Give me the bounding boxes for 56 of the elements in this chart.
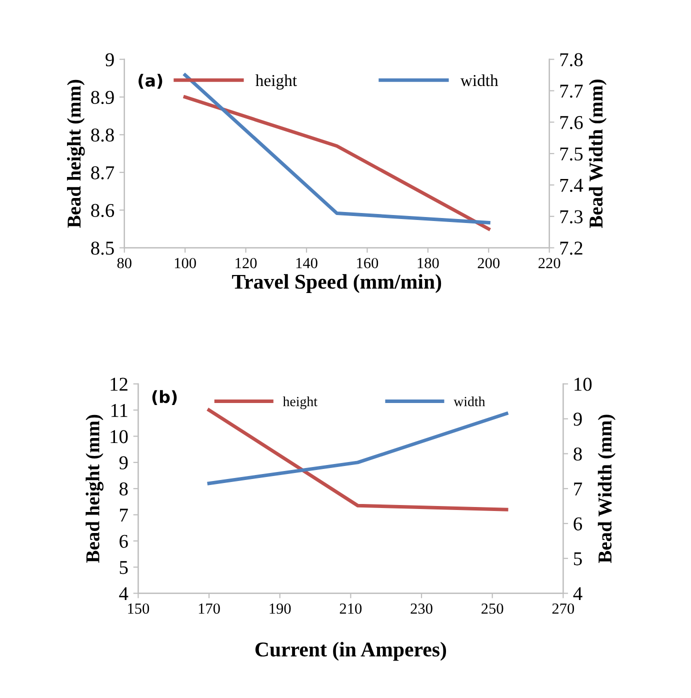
x-tick-label: 230 — [410, 603, 432, 614]
x-tick-label: 270 — [552, 603, 574, 614]
y-tick-label: 6 — [120, 534, 128, 548]
y2-tick-label: 6 — [574, 517, 582, 530]
y-tick-label: 11 — [111, 404, 128, 417]
x-tick-label: 120 — [236, 258, 257, 268]
y2-tick-label: 7.6 — [560, 116, 583, 130]
x-tick-label: 220 — [538, 258, 560, 268]
y2-tick-label: 4 — [573, 587, 582, 600]
x-tick-label: 160 — [357, 258, 378, 268]
x-tick-label: 200 — [478, 258, 500, 268]
y2-tick-label: 7.8 — [560, 53, 583, 66]
y2-axis-title: Bead Width (mm) — [588, 80, 607, 228]
y2-tick-label: 10 — [574, 378, 592, 391]
y2-tick-label: 7.4 — [560, 178, 584, 192]
y2-tick-label: 8 — [574, 448, 582, 461]
y-tick-label: 8 — [119, 482, 128, 496]
y2-tick-label: 7.7 — [560, 84, 583, 98]
y2-tick-label: 7.3 — [560, 210, 583, 224]
legend-label: width — [460, 74, 498, 86]
annotation: (b) — [152, 390, 177, 406]
y-tick-label: 8.7 — [91, 166, 114, 180]
y-tick-label: 4 — [119, 587, 128, 600]
legend-label: width — [454, 396, 486, 406]
legend-label: height — [282, 396, 318, 410]
x-tick-label: 100 — [174, 258, 196, 268]
x-tick-label: 140 — [296, 258, 318, 268]
x-tick-label: 150 — [128, 603, 150, 614]
y-tick-label: 9 — [119, 456, 128, 470]
y2-axis-title: Bead Width (mm) — [598, 414, 616, 564]
x-axis-title: Current (in Amperes) — [255, 642, 446, 661]
y-tick-label: 10 — [110, 430, 128, 444]
y-tick-label: 12 — [110, 378, 128, 391]
x-tick-label: 190 — [270, 603, 291, 614]
y-tick-label: 8.5 — [91, 242, 114, 255]
x-tick-label: 170 — [198, 603, 220, 614]
annotation: (a) — [138, 74, 162, 89]
y-tick-label: 5 — [120, 561, 128, 574]
y2-tick-label: 7 — [574, 482, 582, 496]
y2-tick-label: 7.2 — [560, 242, 582, 255]
y2-tick-label: 7.5 — [560, 148, 583, 161]
y-tick-label: 8.9 — [91, 90, 114, 104]
x-tick-label: 250 — [482, 603, 504, 614]
y-tick-label: 8.6 — [91, 204, 114, 218]
x-tick-label: 180 — [418, 258, 439, 268]
y-axis-title: Bead height (mm) — [67, 80, 85, 228]
y2-tick-label: 9 — [574, 412, 582, 426]
legend-label: height — [256, 74, 297, 90]
x-tick-label: 80 — [117, 258, 132, 268]
y-tick-label: 7 — [120, 508, 128, 522]
y-tick-label: 8.8 — [91, 128, 114, 142]
y2-tick-label: 5 — [574, 552, 582, 566]
x-tick-label: 210 — [340, 603, 362, 614]
x-axis-title: Travel Speed (mm/min) — [232, 274, 442, 294]
y-tick-label: 9 — [106, 53, 114, 66]
y-axis-title: Bead height (mm) — [86, 414, 104, 563]
